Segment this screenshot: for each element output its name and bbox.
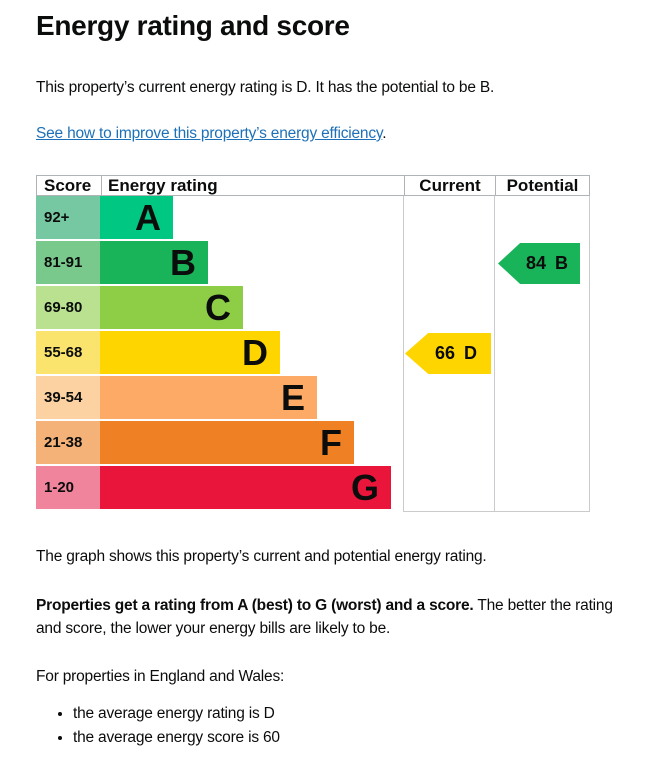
- score-range-a: 92+: [36, 196, 100, 241]
- band-row-f: 21-38 F: [36, 421, 590, 466]
- current-rating-arrow-score: 66: [434, 343, 456, 363]
- potential-rating-arrow-letter: B: [555, 253, 569, 273]
- score-range-g: 1-20: [36, 466, 100, 511]
- intro-text: This property’s current energy rating is…: [36, 79, 495, 96]
- link-suffix: .: [382, 125, 387, 142]
- chart-body: 92+ A 81-91 B 69-80 C 55-68 D 39-54 E 21-38 F 1-20 G 6…: [36, 196, 590, 512]
- band-bar-a: A: [100, 196, 173, 241]
- score-range-e: 39-54: [36, 376, 100, 421]
- current-column-header: Current: [404, 176, 495, 195]
- band-letter-c: C: [205, 287, 231, 328]
- column-divider: [403, 196, 404, 511]
- band-bar-e: E: [100, 376, 317, 421]
- score-range-d: 55-68: [36, 331, 100, 376]
- band-letter-d: D: [242, 332, 268, 373]
- potential-column-header: Potential: [495, 176, 589, 195]
- band-bar-f: F: [100, 421, 354, 466]
- column-divider: [589, 196, 590, 511]
- band-bar-c: C: [100, 286, 243, 331]
- score-range-f: 21-38: [36, 421, 100, 466]
- region-intro: For properties in England and Wales:: [36, 668, 285, 685]
- band-row-g: 1-20 G: [36, 466, 590, 511]
- chart-caption: The graph shows this property’s current …: [36, 548, 487, 565]
- band-bar-b: B: [100, 241, 208, 286]
- chart-header-row: Score Energy rating Current Potential: [36, 175, 590, 196]
- average-stats-list: the average energy rating is D the avera…: [36, 702, 280, 750]
- score-range-c: 69-80: [36, 286, 100, 331]
- page-title: Energy rating and score: [36, 10, 350, 41]
- band-row-d: 55-68 D: [36, 331, 590, 376]
- energy-rating-chart: Score Energy rating Current Potential 92…: [36, 175, 590, 512]
- energy-rating-column-header: Energy rating: [101, 176, 404, 195]
- band-row-b: 81-91 B: [36, 241, 590, 286]
- band-bar-d: D: [100, 331, 280, 376]
- band-letter-e: E: [280, 377, 305, 418]
- rating-explanation-bold: Properties get a rating from A (best) to…: [36, 597, 474, 614]
- band-letter-g: G: [350, 467, 379, 508]
- table-bottom-border: [403, 511, 590, 512]
- list-item: the average energy score is 60: [73, 726, 280, 750]
- rating-explanation-rest: The better the rating and score, the low…: [36, 597, 613, 637]
- score-column-header: Score: [44, 176, 92, 195]
- improve-efficiency-link[interactable]: See how to improve this property’s energ…: [36, 125, 383, 142]
- current-rating-arrow-letter: D: [464, 343, 478, 363]
- potential-rating-arrow-score: 84: [525, 253, 547, 273]
- band-row-e: 39-54 E: [36, 376, 590, 421]
- list-item: the average energy rating is D: [73, 702, 280, 726]
- rating-explanation: Properties get a rating from A (best) to…: [36, 594, 636, 640]
- band-letter-a: A: [135, 197, 161, 238]
- band-letter-b: B: [170, 242, 196, 283]
- score-range-b: 81-91: [36, 241, 100, 286]
- band-row-c: 69-80 C: [36, 286, 590, 331]
- link-line: See how to improve this property’s energ…: [36, 124, 387, 144]
- band-letter-f: F: [320, 422, 342, 463]
- column-divider: [494, 196, 495, 511]
- band-row-a: 92+ A: [36, 196, 590, 241]
- band-bar-g: G: [100, 466, 391, 511]
